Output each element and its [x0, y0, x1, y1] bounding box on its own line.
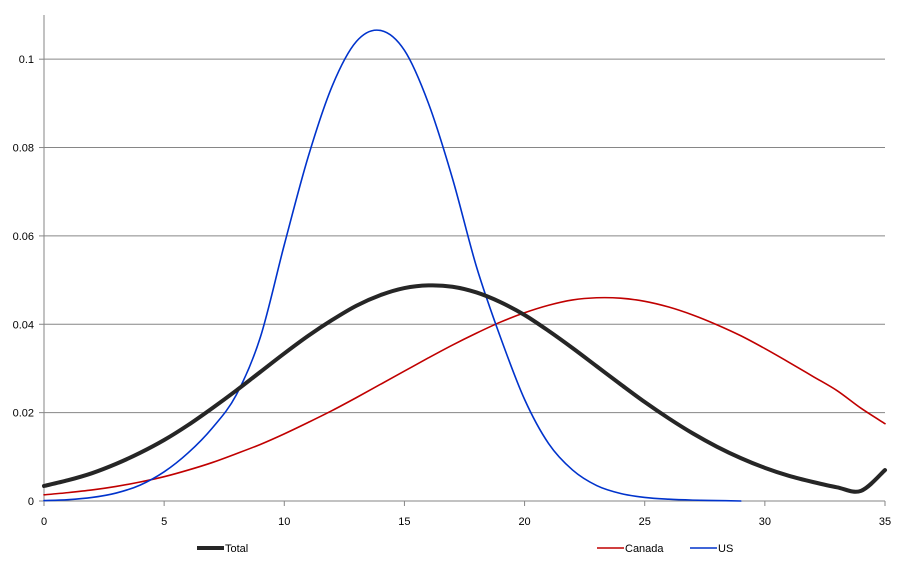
- legend-label-total: Total: [225, 543, 248, 555]
- y-tick-label-4: 0.08: [13, 143, 34, 155]
- x-tick-label-4: 20: [518, 516, 530, 528]
- legend-label-canada: Canada: [625, 543, 664, 555]
- legend-label-us: US: [718, 543, 733, 555]
- legend: Total Canada US: [197, 543, 733, 555]
- series-line-canada: [43, 296, 886, 496]
- x-tick-label-5: 25: [639, 516, 651, 528]
- y-tick-label-1: 0.02: [13, 408, 34, 420]
- series-line-us: [43, 29, 742, 502]
- series-line-total: [42, 283, 887, 494]
- x-tick-label-3: 15: [398, 516, 410, 528]
- axes: [39, 15, 886, 506]
- x-tick-label-7: 35: [879, 516, 891, 528]
- y-tick-label-5: 0.1: [19, 54, 34, 66]
- series-lines: [42, 29, 887, 502]
- x-tick-label-1: 5: [161, 516, 167, 528]
- y-tick-label-0: 0: [28, 496, 34, 508]
- gridlines: [44, 58, 885, 414]
- x-tick-label-2: 10: [278, 516, 290, 528]
- y-tick-label-2: 0.04: [13, 319, 34, 331]
- x-tick-label-0: 0: [41, 516, 47, 528]
- x-tick-label-6: 30: [759, 516, 771, 528]
- tick-labels: 0 0.02 0.04 0.06 0.08 0.1 0 5 10 15 20 25 30 35: [13, 54, 892, 528]
- y-tick-label-3: 0.06: [13, 231, 34, 243]
